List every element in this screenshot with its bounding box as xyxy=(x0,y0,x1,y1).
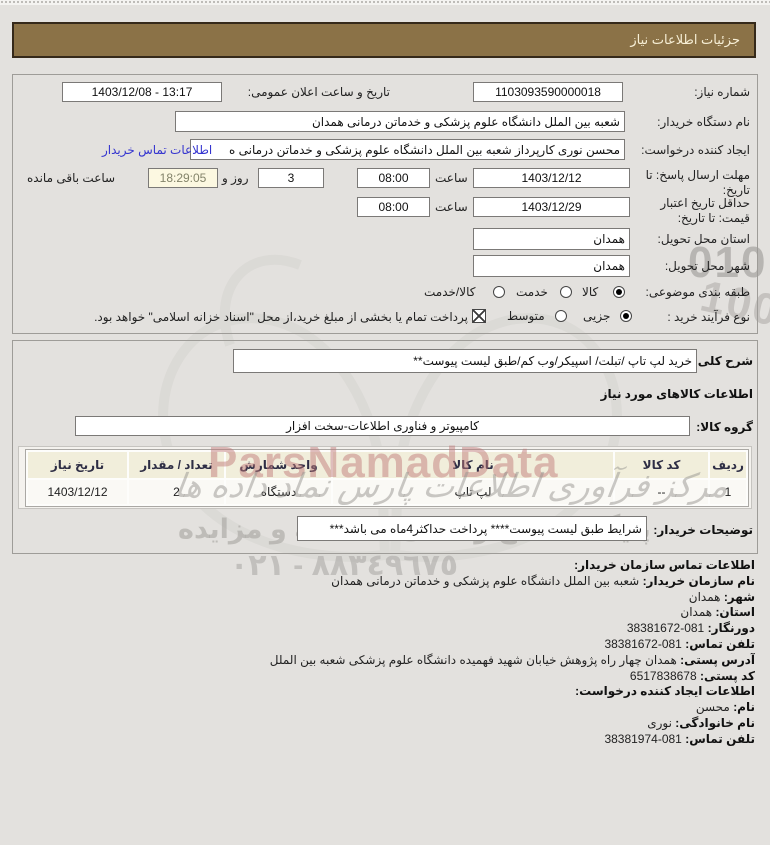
treasury-checkbox-label: پرداخت تمام یا بخشی از مبلغ خرید،از محل … xyxy=(94,310,468,324)
cell-unit: دستگاه xyxy=(226,480,331,504)
contact-org-line: نام سازمان خریدار: شعبه بین الملل دانشگا… xyxy=(331,573,755,588)
buyer-notes-label: توضیحات خریدار: xyxy=(653,523,753,537)
col-item-name: نام کالا xyxy=(333,452,613,478)
category-option-service: خدمت xyxy=(516,285,548,299)
process-type-label: نوع فرآیند خرید : xyxy=(667,310,750,324)
col-item-code: کد کالا xyxy=(615,452,708,478)
items-table-header-row: ردیف کد کالا نام کالا واحد شمارش تعداد /… xyxy=(28,452,746,478)
request-creator-field[interactable]: محسن نوری کارپرداز شعبه بین الملل دانشگا… xyxy=(190,139,625,160)
time-remaining-field: 18:29:05 xyxy=(148,168,218,188)
category-radio-service[interactable] xyxy=(560,286,572,298)
page-title-bar: جزئیات اطلاعات نیاز xyxy=(12,22,756,58)
cell-need-date: 1403/12/12 xyxy=(28,480,127,504)
col-need-date: تاریخ نیاز xyxy=(28,452,127,478)
days-remaining-field[interactable]: 3 xyxy=(258,168,324,188)
page-title: جزئیات اطلاعات نیاز xyxy=(630,32,740,47)
need-items-panel xyxy=(12,340,758,554)
creator-lastname-line: نام خانوادگی: نوری xyxy=(647,715,755,730)
category-radio-goods[interactable] xyxy=(613,286,625,298)
goods-group-field[interactable]: کامپیوتر و فناوری اطلاعات-سخت افزار xyxy=(75,416,690,436)
price-validity-label: حداقل تاریخ اعتبار قیمت: تا تاریخ: xyxy=(660,196,750,225)
treasury-checkbox[interactable] xyxy=(472,309,486,323)
hours-remaining-label: ساعت باقی مانده xyxy=(27,171,116,185)
cell-quantity: 2 xyxy=(129,480,224,504)
creator-heading: اطلاعات ایجاد کننده درخواست: xyxy=(575,684,755,699)
buyer-org-label: نام دستگاه خریدار: xyxy=(657,115,750,129)
reply-deadline-date-field[interactable]: 1403/12/12 xyxy=(473,168,630,188)
reply-deadline-label: مهلت ارسال پاسخ: تا تاریخ: xyxy=(645,168,750,197)
category-option-goods-service: کالا/خدمت xyxy=(424,285,476,299)
col-quantity: تعداد / مقدار xyxy=(129,452,224,478)
announce-datetime-field[interactable]: 1403/12/08 - 13:17 xyxy=(62,82,222,102)
need-number-field[interactable]: 1103093590000018 xyxy=(473,82,623,102)
col-unit: واحد شمارش xyxy=(226,452,331,478)
process-option-medium: متوسط xyxy=(507,309,545,323)
items-table: ردیف کد کالا نام کالا واحد شمارش تعداد /… xyxy=(25,449,749,507)
table-row: 1 -- لپ تاپ دستگاه 2 1403/12/12 xyxy=(28,480,746,504)
delivery-province-label: استان محل تحویل: xyxy=(657,232,750,246)
category-radio-goods-service[interactable] xyxy=(493,286,505,298)
cell-item-name: لپ تاپ xyxy=(333,480,613,504)
price-validity-time-field[interactable]: 08:00 xyxy=(357,197,430,217)
need-info-panel xyxy=(12,74,758,334)
delivery-city-label: شهر محل تحویل: xyxy=(664,259,750,273)
creator-phone-line: تلفن تماس: 38381974-081 xyxy=(604,731,755,746)
contact-fax-line: دورنگار: 38381672-081 xyxy=(626,621,755,636)
creator-firstname-line: نام: محسن xyxy=(695,700,755,715)
need-description-field[interactable]: خرید لپ تاپ /تبلت/ اسپیکر/وب کم/طبق لیست… xyxy=(233,349,697,373)
need-number-label: شماره نیاز: xyxy=(694,85,750,99)
contact-city-line: شهر: همدان xyxy=(688,589,755,604)
process-radio-minor[interactable] xyxy=(620,310,632,322)
buyer-org-field[interactable]: شعبه بین الملل دانشگاه علوم پزشکی و خدما… xyxy=(175,111,625,132)
category-label: طبقه بندی موضوعی: xyxy=(645,285,750,299)
goods-group-label: گروه کالا: xyxy=(696,420,753,434)
delivery-province-field[interactable]: همدان xyxy=(473,228,630,250)
category-option-goods: کالا xyxy=(582,285,599,299)
top-dotted-strip xyxy=(0,0,770,5)
buyer-contact-link[interactable]: اطلاعات تماس خریدار xyxy=(102,143,213,157)
reply-deadline-time-field[interactable]: 08:00 xyxy=(357,168,430,188)
contact-phone-line: تلفن تماس: 38381672-081 xyxy=(604,636,755,651)
announce-datetime-label: تاریخ و ساعت اعلان عمومی: xyxy=(247,85,390,99)
contact-heading: اطلاعات تماس سازمان خریدار: xyxy=(574,558,755,572)
buyer-contact-section: اطلاعات تماس سازمان خریدار: نام سازمان خ… xyxy=(10,558,755,748)
contact-province-line: استان: همدان xyxy=(680,605,755,620)
delivery-city-field[interactable]: همدان xyxy=(473,255,630,277)
reply-hour-label: ساعت xyxy=(435,171,468,185)
col-row-number: ردیف xyxy=(710,452,746,478)
price-hour-label: ساعت xyxy=(435,200,468,214)
process-radio-medium[interactable] xyxy=(555,310,567,322)
request-creator-label: ایجاد کننده درخواست: xyxy=(641,143,750,157)
contact-postal-line: کد پستی: 6517838678 xyxy=(629,668,755,683)
contact-address-line: آدرس پستی: همدان چهار راه پژوهش خیابان ش… xyxy=(269,652,755,667)
cell-row-number: 1 xyxy=(710,480,746,504)
process-option-minor: جزیی xyxy=(583,309,611,323)
days-and-label: روز و xyxy=(222,171,249,185)
buyer-notes-field[interactable]: شرایط طبق لیست پیوست**** پرداخت حداکثر4م… xyxy=(297,516,647,541)
cell-item-code: -- xyxy=(615,480,708,504)
price-validity-date-field[interactable]: 1403/12/29 xyxy=(473,197,630,217)
items-section-heading: اطلاعات کالاهای مورد نیاز xyxy=(600,387,753,401)
